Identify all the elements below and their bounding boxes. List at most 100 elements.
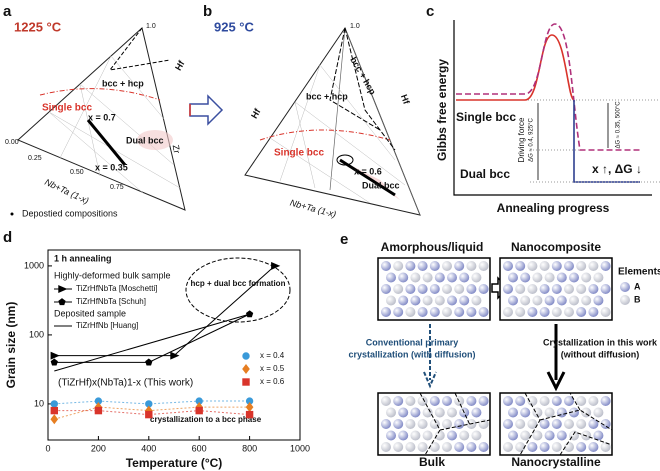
atom bbox=[422, 272, 433, 283]
y-axis-label: Gibbs free energy bbox=[435, 59, 449, 161]
atom bbox=[410, 272, 421, 283]
phase-boundary bbox=[39, 88, 161, 101]
atom bbox=[398, 407, 409, 418]
annotation: (TiZrHf)x(NbTa)1-x (This work) bbox=[58, 378, 193, 389]
annotation: Driving force bbox=[517, 117, 526, 162]
atom bbox=[442, 419, 452, 429]
annotation: ΔG ≈ 0.35, 500°C bbox=[616, 101, 622, 149]
atom bbox=[466, 307, 477, 317]
atom bbox=[600, 396, 611, 406]
process-label: (without diffusion) bbox=[561, 349, 639, 359]
marker bbox=[145, 410, 153, 419]
atom bbox=[405, 307, 416, 317]
atom bbox=[576, 284, 587, 294]
legend-group: Deposited sample bbox=[54, 308, 126, 318]
atom bbox=[515, 284, 526, 294]
atom bbox=[386, 407, 396, 418]
atom bbox=[539, 284, 550, 294]
temperature: 925 °C bbox=[214, 19, 255, 34]
atom bbox=[381, 261, 391, 271]
atom bbox=[478, 284, 489, 294]
atom bbox=[520, 430, 531, 441]
annotation: x ↑, ΔG ↓ bbox=[592, 162, 642, 176]
atom bbox=[386, 295, 396, 306]
marker bbox=[50, 351, 60, 360]
ternary-grid bbox=[269, 64, 406, 204]
atom bbox=[422, 407, 433, 418]
tick-label: 0.00 bbox=[5, 139, 19, 146]
axis-label: Hf bbox=[249, 106, 263, 120]
atom bbox=[429, 419, 440, 429]
panel-e: e Amorphous/liquid Nanocomposite Element… bbox=[340, 231, 660, 469]
atom bbox=[454, 284, 465, 294]
compositions bbox=[339, 158, 396, 197]
legend-group: Highly-deformed bulk sample bbox=[54, 270, 171, 280]
atom bbox=[527, 284, 538, 294]
atom bbox=[544, 430, 555, 441]
atom bbox=[576, 419, 587, 429]
region-label: bcc + hcp bbox=[306, 91, 348, 101]
atom bbox=[520, 295, 531, 306]
marker bbox=[50, 400, 58, 408]
atom bbox=[564, 307, 574, 317]
legend-marker bbox=[10, 212, 14, 216]
atom bbox=[410, 295, 421, 306]
atom bbox=[503, 261, 513, 271]
legend-label: x = 0.5 bbox=[260, 364, 285, 373]
atom bbox=[447, 430, 457, 441]
panel-d: d Grain size (nm) Temperature (°C) 1 h a… bbox=[3, 229, 310, 470]
arrow bbox=[537, 103, 609, 180]
compositions bbox=[86, 119, 127, 166]
region-label: bcc + hcp bbox=[102, 78, 144, 88]
atom bbox=[600, 284, 611, 294]
atom bbox=[471, 272, 482, 283]
atom bbox=[442, 261, 452, 271]
highlight bbox=[336, 154, 354, 166]
atom bbox=[417, 419, 428, 429]
atom bbox=[593, 407, 604, 418]
composition-label: x = 0.35 bbox=[95, 162, 128, 172]
phase-boundary bbox=[329, 27, 396, 151]
annotation-ellipse bbox=[185, 257, 291, 323]
atom bbox=[520, 272, 531, 283]
atom bbox=[576, 396, 587, 406]
atom bbox=[398, 272, 409, 283]
state-label: Single bcc bbox=[456, 110, 516, 124]
legend-label: Depostied compositions bbox=[22, 208, 118, 218]
atom bbox=[454, 261, 465, 271]
arrow bbox=[423, 324, 437, 389]
grain-boundary bbox=[419, 392, 491, 456]
atom bbox=[429, 284, 440, 294]
y-tick-label: 1000 bbox=[24, 260, 44, 270]
box-title: Amorphous/liquid bbox=[381, 240, 484, 254]
atom bbox=[569, 295, 579, 306]
atom bbox=[503, 419, 513, 429]
atom bbox=[422, 295, 433, 306]
atom bbox=[381, 307, 391, 317]
atom bbox=[478, 396, 489, 406]
atom bbox=[405, 284, 416, 294]
atom bbox=[539, 261, 550, 271]
legend-marker bbox=[620, 295, 630, 305]
composition-label: x = 0.6 bbox=[354, 166, 382, 176]
marker bbox=[50, 358, 58, 366]
x-tick-label: 0 bbox=[45, 443, 50, 453]
legend-label: TiZrHfNb [Huang] bbox=[76, 321, 138, 330]
panel-letter: b bbox=[203, 3, 212, 20]
atom bbox=[471, 430, 482, 441]
atom bbox=[551, 261, 562, 271]
x-tick-label: 400 bbox=[141, 443, 156, 453]
atom bbox=[544, 295, 555, 306]
atom bbox=[398, 430, 409, 441]
atom bbox=[503, 442, 513, 452]
axis-label: Nb+Ta (1-x) bbox=[289, 198, 337, 220]
panel-letter: d bbox=[3, 229, 12, 246]
atom bbox=[478, 442, 489, 452]
atom bbox=[569, 407, 579, 418]
atom bbox=[515, 419, 526, 429]
atom bbox=[581, 295, 592, 306]
marker bbox=[245, 410, 254, 419]
tick-label: 0.25 bbox=[28, 155, 42, 162]
atom bbox=[447, 295, 457, 306]
panel-letter: a bbox=[3, 3, 12, 20]
